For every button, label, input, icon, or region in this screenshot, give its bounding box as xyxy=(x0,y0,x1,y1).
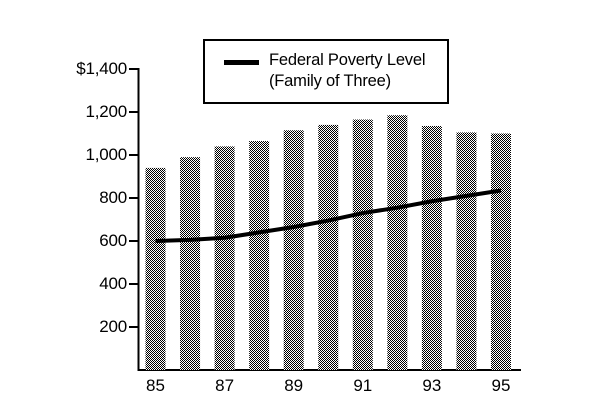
bar-86 xyxy=(180,157,201,370)
legend-label-line2: (Family of Three) xyxy=(269,72,391,90)
bar-87 xyxy=(214,146,235,370)
bar-90 xyxy=(318,124,339,371)
federal-poverty-level-line xyxy=(155,188,502,243)
bar-89 xyxy=(283,130,304,370)
bar-88 xyxy=(249,141,270,370)
bar-92 xyxy=(387,115,408,370)
bar-94 xyxy=(456,132,477,370)
bar-93 xyxy=(421,125,442,370)
bar-85 xyxy=(145,167,166,370)
legend-box: Federal Poverty Level (Family of Three) xyxy=(203,39,449,104)
legend-line-swatch xyxy=(224,60,259,65)
legend-label: Federal Poverty Level (Family of Three) xyxy=(269,50,425,92)
legend-label-line1: Federal Poverty Level xyxy=(269,51,426,69)
bar-91 xyxy=(352,119,373,371)
bar-95 xyxy=(491,133,511,370)
